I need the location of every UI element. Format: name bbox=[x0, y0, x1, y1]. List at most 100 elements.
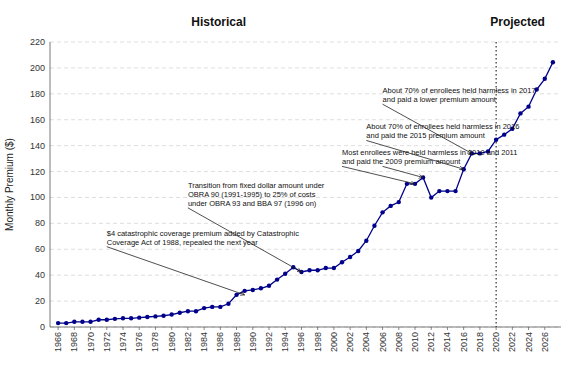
x-tick bbox=[106, 327, 107, 330]
x-tick bbox=[269, 327, 270, 330]
data-point bbox=[397, 200, 401, 204]
y-tick-label: 40 bbox=[35, 270, 45, 280]
plot-area bbox=[56, 42, 555, 327]
data-point bbox=[356, 249, 360, 253]
x-tick bbox=[187, 327, 188, 330]
data-point bbox=[388, 204, 392, 208]
data-point bbox=[186, 309, 190, 313]
data-point bbox=[307, 268, 311, 272]
x-tick-label: 1984 bbox=[199, 332, 209, 352]
annotation-arrow bbox=[342, 166, 415, 183]
data-point bbox=[543, 77, 547, 81]
data-point bbox=[340, 260, 344, 264]
x-tick-label: 2010 bbox=[410, 332, 420, 352]
data-point bbox=[169, 312, 173, 316]
grid-line bbox=[50, 67, 561, 68]
y-axis-label: Monthly Premium ($) bbox=[4, 138, 15, 231]
x-tick bbox=[252, 327, 253, 330]
data-point bbox=[445, 189, 449, 193]
x-tick bbox=[512, 327, 513, 330]
x-tick-label: 1966 bbox=[53, 332, 63, 352]
chart: 0204060801001201401601802002201966196819… bbox=[0, 0, 575, 367]
x-tick bbox=[301, 327, 302, 330]
data-point bbox=[437, 189, 441, 193]
x-tick bbox=[350, 327, 351, 330]
grid-line bbox=[50, 327, 561, 328]
x-tick-label: 1974 bbox=[118, 332, 128, 352]
x-tick bbox=[171, 327, 172, 330]
y-tick-label: 80 bbox=[35, 218, 45, 228]
data-point bbox=[332, 266, 336, 270]
x-tick bbox=[479, 327, 480, 330]
annotation-arrow bbox=[366, 140, 463, 169]
data-point bbox=[161, 314, 165, 318]
x-tick bbox=[544, 327, 545, 330]
data-point bbox=[324, 266, 328, 270]
data-point bbox=[364, 239, 368, 243]
grid-line bbox=[50, 301, 561, 302]
data-point bbox=[202, 306, 206, 310]
data-point bbox=[283, 272, 287, 276]
y-tick-label: 20 bbox=[35, 296, 45, 306]
data-point bbox=[96, 318, 100, 322]
x-tick bbox=[317, 327, 318, 330]
y-tick-label: 220 bbox=[30, 37, 45, 47]
x-tick bbox=[398, 327, 399, 330]
x-tick bbox=[123, 327, 124, 330]
x-tick bbox=[463, 327, 464, 330]
x-tick-label: 1996 bbox=[296, 332, 306, 352]
x-tick-label: 2020 bbox=[491, 332, 501, 352]
data-point bbox=[88, 320, 92, 324]
grid-line bbox=[50, 119, 561, 120]
data-point bbox=[56, 321, 60, 325]
x-tick bbox=[58, 327, 59, 330]
data-point bbox=[80, 320, 84, 324]
x-tick bbox=[220, 327, 221, 330]
x-tick bbox=[285, 327, 286, 330]
x-tick bbox=[74, 327, 75, 330]
y-tick-label: 120 bbox=[30, 167, 45, 177]
data-point bbox=[551, 60, 555, 64]
x-tick bbox=[90, 327, 91, 330]
x-tick-label: 2024 bbox=[524, 332, 534, 352]
annotation-text: Transition from fixed dollar amount unde… bbox=[188, 181, 325, 208]
grid-line bbox=[50, 145, 561, 146]
x-tick-label: 1980 bbox=[167, 332, 177, 352]
x-tick bbox=[528, 327, 529, 330]
data-point bbox=[129, 316, 133, 320]
x-tick-label: 1986 bbox=[215, 332, 225, 352]
section-label: Projected bbox=[490, 15, 545, 29]
x-tick-label: 1968 bbox=[69, 332, 79, 352]
x-tick bbox=[236, 327, 237, 330]
data-point bbox=[137, 315, 141, 319]
data-point bbox=[242, 289, 246, 293]
x-tick bbox=[415, 327, 416, 330]
x-tick-label: 1970 bbox=[86, 332, 96, 352]
section-label: Historical bbox=[191, 15, 246, 29]
x-tick bbox=[431, 327, 432, 330]
x-tick-label: 1988 bbox=[232, 332, 242, 352]
data-point bbox=[153, 314, 157, 318]
data-point bbox=[380, 210, 384, 214]
annotation-arrow bbox=[383, 166, 424, 177]
data-point bbox=[218, 305, 222, 309]
x-tick-label: 2004 bbox=[361, 332, 371, 352]
x-tick-label: 2008 bbox=[394, 332, 404, 352]
grid-line bbox=[50, 171, 561, 172]
data-point bbox=[502, 132, 506, 136]
data-point bbox=[453, 189, 457, 193]
grid-line bbox=[50, 275, 561, 276]
x-tick bbox=[447, 327, 448, 330]
data-point bbox=[194, 309, 198, 313]
data-point bbox=[259, 286, 263, 290]
y-tick-label: 100 bbox=[30, 192, 45, 202]
x-tick-label: 1982 bbox=[183, 332, 193, 352]
data-point bbox=[518, 111, 522, 115]
x-axis-line bbox=[50, 327, 561, 328]
annotation-text: Most enrollees were held harmless in 201… bbox=[342, 148, 517, 166]
data-point bbox=[429, 195, 433, 199]
x-tick-label: 2022 bbox=[507, 332, 517, 352]
x-tick-label: 1978 bbox=[150, 332, 160, 352]
x-tick-label: 2026 bbox=[540, 332, 550, 352]
data-point bbox=[145, 315, 149, 319]
